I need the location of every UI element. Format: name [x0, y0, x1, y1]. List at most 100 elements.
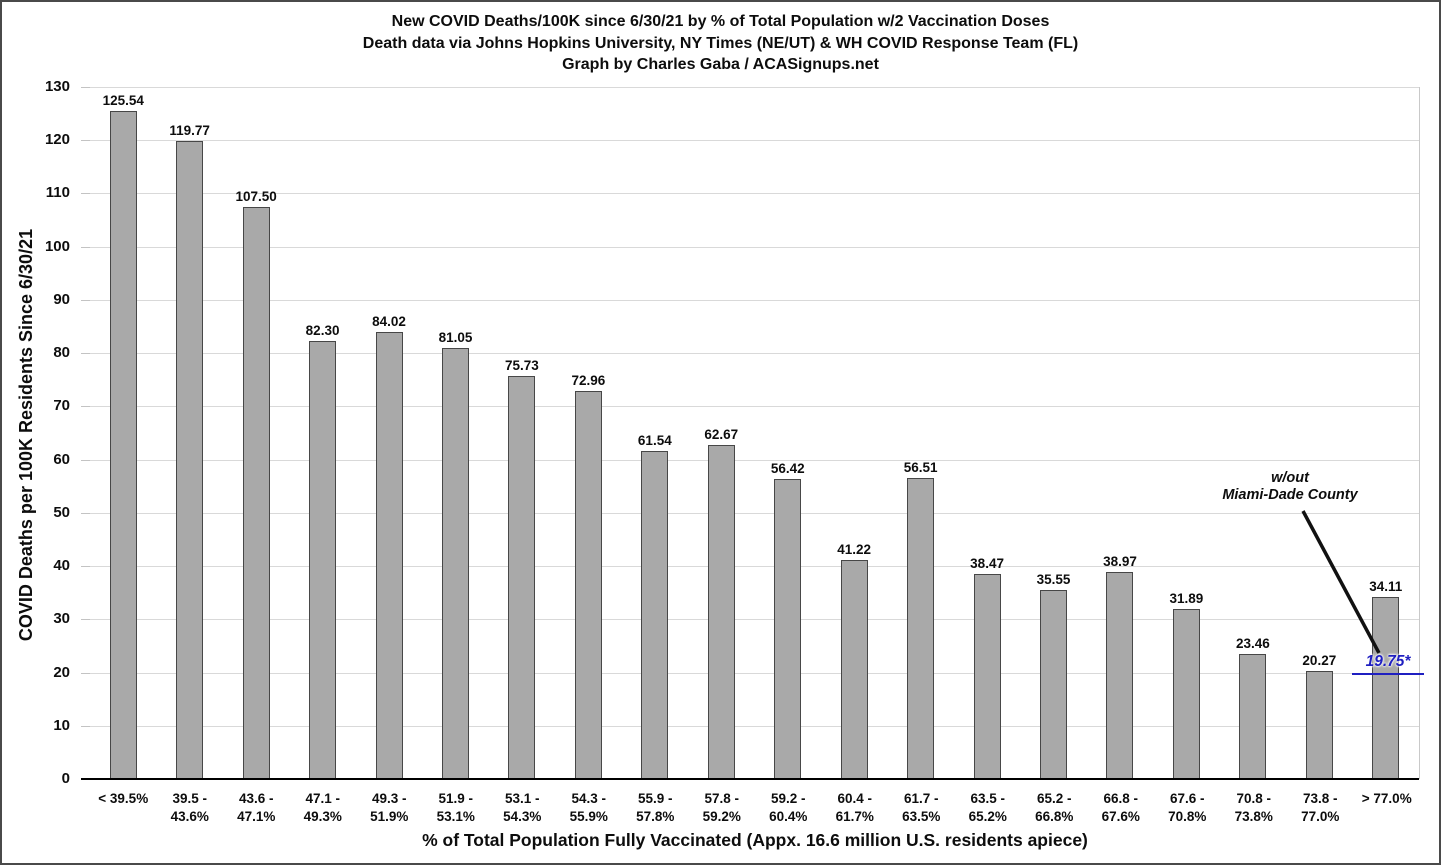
bar-column: 38.97	[1087, 87, 1153, 779]
gridline	[90, 725, 1419, 727]
y-axis-tick-label: 70	[53, 397, 70, 415]
x-axis-category-label: 67.6 - 70.8%	[1168, 791, 1207, 824]
y-axis-tick	[81, 566, 90, 568]
y-axis-tick-label: 80	[53, 344, 70, 362]
bar-column: 61.54	[622, 87, 688, 779]
bar-value-label: 31.89	[1169, 591, 1204, 607]
bar-value-label: 56.42	[770, 460, 805, 476]
y-axis-tick-label: 20	[53, 663, 70, 681]
bar-column: 56.51	[887, 87, 953, 779]
x-axis-category-label: 70.8 - 73.8%	[1234, 791, 1273, 824]
bar-column: 20.27	[1286, 87, 1352, 779]
x-axis-category-label: 57.8 - 59.2%	[702, 791, 741, 824]
x-axis-category-label: 60.4 - 61.7%	[835, 791, 874, 824]
bar-value-label: 56.51	[903, 460, 938, 476]
y-axis-tick	[81, 406, 90, 408]
plot-area: 125.54 119.77 107.50 82.30 84.02 81.05 75.73 72…	[81, 87, 1420, 780]
bar	[840, 559, 868, 779]
x-axis-title: % of Total Population Fully Vaccinated (…	[422, 830, 1088, 850]
bar	[1239, 654, 1267, 779]
y-axis-tick	[81, 725, 90, 727]
x-axis-category-label: 53.1 - 54.3%	[503, 791, 542, 824]
bar	[1172, 609, 1200, 779]
bar	[707, 445, 735, 779]
bar-value-label: 125.54	[102, 92, 144, 108]
y-axis-tick-label: 40	[53, 557, 70, 575]
bar-column: 34.11	[1353, 87, 1419, 779]
gridline	[90, 459, 1419, 461]
x-axis-category-label: 66.8 - 67.6%	[1101, 791, 1140, 824]
bar	[641, 451, 669, 779]
bar-value-label: 119.77	[169, 123, 210, 139]
bar-column: 84.02	[356, 87, 422, 779]
bar	[508, 375, 536, 779]
bar-value-label: 35.55	[1036, 571, 1071, 587]
bar-value-label: 23.46	[1235, 636, 1270, 652]
bar-value-label: 20.27	[1302, 653, 1337, 669]
y-axis-tick	[81, 512, 90, 514]
annotation-text: w/out Miami-Dade County	[1222, 470, 1358, 503]
x-axis-category-label: 73.8 - 77.0%	[1301, 791, 1340, 824]
bar-column: 62.67	[688, 87, 754, 779]
bar-column: 107.50	[223, 87, 289, 779]
y-axis-tick	[81, 459, 90, 461]
x-axis-category-label: < 39.5%	[98, 791, 149, 806]
gridline	[90, 512, 1419, 514]
bars-row: 125.54 119.77 107.50 82.30 84.02 81.05 75.73 72…	[90, 87, 1419, 779]
y-axis-tick-label: 130	[44, 78, 70, 95]
y-axis-tick	[81, 672, 90, 674]
bar	[1040, 589, 1068, 779]
y-axis-tick	[81, 299, 90, 301]
bar-column: 125.54	[90, 87, 156, 779]
y-axis-tick-label: 100	[44, 237, 70, 255]
chart-subtitle-source: Death data via Johns Hopkins University,…	[362, 34, 1079, 52]
bar-value-label: 41.22	[837, 541, 872, 557]
bar-value-label: 34.11	[1369, 579, 1403, 595]
bar-column: 81.05	[422, 87, 488, 779]
bar-value-label: 61.54	[637, 433, 672, 449]
y-axis-tick-label: 120	[44, 131, 70, 149]
x-axis-category-label: 59.2 - 60.4%	[769, 791, 808, 824]
bar-column: 41.22	[821, 87, 887, 779]
x-axis-line	[81, 778, 1419, 780]
bar-column: 75.73	[489, 87, 555, 779]
y-axis-tick-label: 50	[53, 503, 70, 521]
gridline	[90, 193, 1419, 195]
bar-column: 38.47	[954, 87, 1020, 779]
x-axis-category-label: 47.1 - 49.3%	[303, 791, 342, 824]
y-axis-tick-label: 90	[53, 290, 70, 308]
bar	[109, 110, 137, 779]
x-axis-category-label: 55.9 - 57.8%	[636, 791, 675, 824]
bar	[176, 141, 204, 779]
annotation-value-label: 19.75*	[1352, 653, 1424, 675]
y-axis-tick	[81, 140, 90, 142]
x-axis-category-label: 39.5 - 43.6%	[170, 791, 209, 824]
bar-value-label: 38.47	[970, 556, 1004, 572]
x-axis-category-label: 51.9 - 53.1%	[436, 791, 475, 824]
x-axis-category-label: 43.6 - 47.1%	[237, 791, 276, 824]
chart-title-block: New COVID Deaths/100K since 6/30/21 by %…	[2, 11, 1439, 76]
gridline	[90, 672, 1419, 674]
bar-value-label: 82.30	[305, 322, 340, 338]
y-axis-tick	[81, 619, 90, 621]
y-axis-tick	[81, 353, 90, 355]
y-axis-tick-label: 10	[53, 716, 70, 734]
gridline	[90, 406, 1419, 408]
bar-value-label: 107.50	[235, 188, 277, 204]
x-axis-category-label: 61.7 - 63.5%	[902, 791, 941, 824]
bar-value-label: 62.67	[704, 427, 739, 443]
bar-value-label: 72.96	[571, 372, 606, 388]
gridline	[90, 299, 1419, 301]
bar	[907, 478, 935, 779]
gridline	[90, 246, 1419, 248]
gridline	[90, 353, 1419, 355]
chart-subtitle-credit: Graph by Charles Gaba / ACASignups.net	[562, 56, 879, 73]
bar	[1106, 571, 1134, 779]
bar	[774, 478, 802, 779]
gridline	[90, 566, 1419, 568]
chart-title: New COVID Deaths/100K since 6/30/21 by %…	[391, 13, 1050, 30]
gridline	[90, 619, 1419, 621]
bar	[242, 206, 270, 779]
bar-column: 56.42	[754, 87, 820, 779]
gridline	[90, 87, 1419, 88]
